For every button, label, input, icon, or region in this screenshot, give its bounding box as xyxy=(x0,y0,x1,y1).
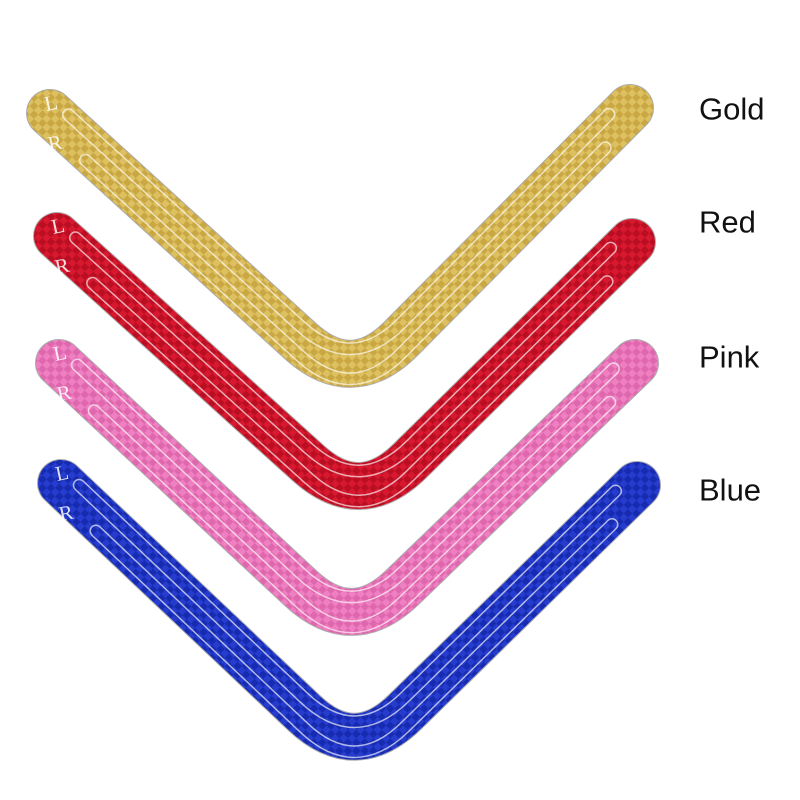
chevron-gold-band xyxy=(27,85,653,387)
strip-cutline-right-fill xyxy=(87,276,613,506)
chevron-red: L R xyxy=(33,212,656,510)
chevron-gold: L R xyxy=(26,84,654,388)
strip-cutline-left-fill xyxy=(63,109,614,354)
left-strip-mark: L xyxy=(49,213,67,239)
left-strip-mark: L xyxy=(51,340,69,366)
right-strip-mark: R xyxy=(53,253,72,279)
strip-cutline-right-fill xyxy=(89,397,615,632)
strip-cutline-left-fill xyxy=(70,232,616,476)
left-strip-mark: L xyxy=(53,460,71,486)
color-label-pink: Pink xyxy=(699,340,760,375)
chevron-blue: L R xyxy=(37,459,661,761)
right-strip-mark: R xyxy=(57,500,76,526)
color-label-blue: Blue xyxy=(699,473,761,508)
left-strip-mark: L xyxy=(42,90,60,116)
chevron-pink: L R xyxy=(35,339,659,636)
strip-cutline-right-fill xyxy=(80,142,611,384)
chevron-red-band xyxy=(34,213,655,509)
strip-cutline-left-fill xyxy=(74,480,621,727)
color-label-gold: Gold xyxy=(699,92,764,127)
right-strip-mark: R xyxy=(46,130,65,156)
strip-cutline-right-fill xyxy=(90,519,617,757)
color-label-red: Red xyxy=(699,205,756,240)
chevron-pink-band xyxy=(36,340,658,635)
strip-cutline-left-fill xyxy=(72,360,619,602)
right-strip-mark: R xyxy=(55,380,74,406)
chevron-blue-band xyxy=(38,460,660,760)
